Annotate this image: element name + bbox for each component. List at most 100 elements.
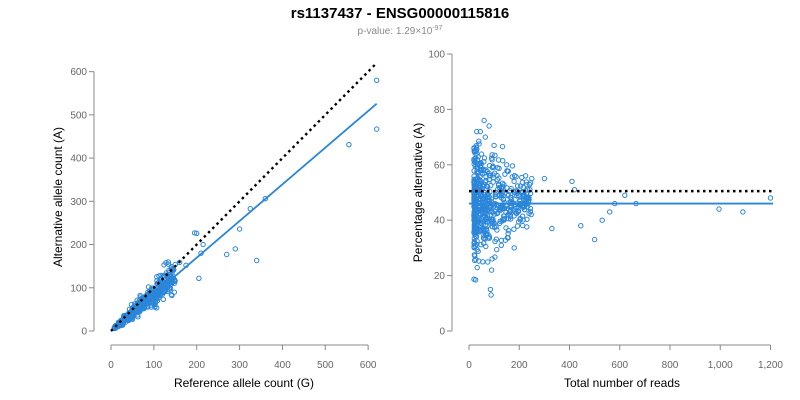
x-tick-label: 200 <box>188 360 205 371</box>
data-point <box>514 188 521 195</box>
y-tick-label: 0 <box>439 327 445 338</box>
data-point <box>549 225 555 232</box>
reference-line <box>110 62 378 332</box>
data-point <box>144 297 151 303</box>
data-point <box>472 184 478 191</box>
data-point <box>471 161 477 167</box>
data-point <box>169 292 175 299</box>
data-point <box>483 216 490 223</box>
data-point <box>471 213 477 219</box>
data-point <box>481 117 487 124</box>
data-point <box>499 180 506 186</box>
chart-panel-percentage-vs-reads: 0 200 400 600 800 1,000 1,200 0 20 40 60 80 100 Total… <box>411 50 783 391</box>
data-point <box>476 138 482 144</box>
data-point <box>236 226 243 232</box>
data-point <box>520 217 526 223</box>
data-point <box>526 210 532 217</box>
data-point <box>578 223 584 229</box>
data-point <box>483 174 489 180</box>
data-point <box>513 174 519 180</box>
data-point <box>508 204 514 210</box>
y-tick-label: 500 <box>70 110 87 121</box>
y-tick-label: 100 <box>70 283 87 294</box>
data-point <box>486 162 493 169</box>
data-point <box>541 175 548 182</box>
data-point <box>471 220 478 227</box>
chart-panel-allele-counts: 0 100 200 300 400 500 600 0 100 200 300 400 500 600 Re… <box>51 62 380 390</box>
data-point <box>155 292 161 299</box>
data-point <box>374 126 380 132</box>
data-point <box>484 228 490 234</box>
data-point <box>599 217 605 223</box>
data-point <box>498 205 504 211</box>
y-tick-label: 200 <box>70 240 87 251</box>
data-point <box>506 210 512 216</box>
data-point <box>571 187 578 193</box>
data-point <box>135 305 141 312</box>
x-tick-label: 400 <box>274 360 291 371</box>
data-point <box>500 196 506 202</box>
data-point <box>716 206 722 212</box>
data-point <box>494 246 500 253</box>
data-point <box>145 284 152 290</box>
data-point <box>522 173 529 179</box>
p-value-exponent: -97 <box>432 25 443 32</box>
data-point <box>498 242 504 249</box>
data-point <box>569 178 575 185</box>
x-tick-label: 0 <box>466 360 472 371</box>
data-point <box>135 312 141 318</box>
data-point <box>489 209 495 215</box>
data-point <box>489 152 495 158</box>
data-point <box>512 192 518 198</box>
data-point <box>481 233 487 239</box>
data-point <box>488 267 495 273</box>
data-point <box>374 77 380 84</box>
data-point <box>496 175 502 181</box>
data-point <box>488 155 495 161</box>
data-point <box>527 205 534 212</box>
data-point <box>488 182 494 189</box>
data-point <box>158 272 164 279</box>
data-point <box>471 276 477 282</box>
data-point <box>487 286 494 293</box>
data-point <box>591 236 598 243</box>
x-tick-label: 200 <box>511 360 528 371</box>
data-point <box>125 317 131 323</box>
x-tick-label: 600 <box>360 360 377 371</box>
chart-title: rs1137437 - ENSG00000115816 <box>290 5 510 22</box>
data-point <box>480 227 487 233</box>
data-point <box>519 179 526 186</box>
x-tick-label: 800 <box>662 360 679 371</box>
data-point <box>514 183 521 189</box>
data-point <box>254 257 260 264</box>
data-point <box>478 242 484 248</box>
data-point <box>511 178 517 185</box>
data-point <box>472 223 478 229</box>
x-tick-label: 1,000 <box>708 360 733 371</box>
data-point <box>486 235 492 241</box>
data-point <box>480 214 486 220</box>
y-tick-label: 300 <box>70 197 87 208</box>
y-tick-label: 20 <box>434 271 446 282</box>
data-point <box>504 162 510 168</box>
data-point <box>232 246 239 252</box>
chart-subtitle: p-value: 1.29×10-97 <box>0 25 800 37</box>
data-point <box>485 194 491 201</box>
data-point <box>472 155 478 161</box>
data-point <box>503 225 509 231</box>
data-point <box>476 190 482 196</box>
data-point <box>499 143 506 150</box>
data-point <box>498 237 505 244</box>
data-point <box>517 197 523 204</box>
data-point <box>471 182 477 188</box>
data-point <box>483 226 490 232</box>
data-point <box>479 171 485 177</box>
data-point <box>196 275 202 281</box>
data-point <box>495 182 502 189</box>
data-point <box>493 193 499 199</box>
data-point <box>471 197 478 203</box>
data-point <box>153 305 160 311</box>
data-point <box>471 243 477 250</box>
data-point <box>471 158 477 164</box>
data-point <box>524 216 530 223</box>
